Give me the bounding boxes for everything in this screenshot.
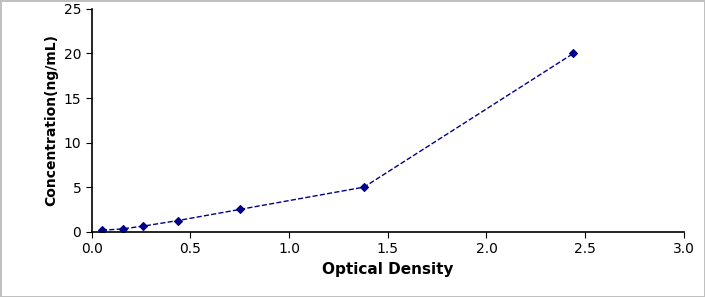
X-axis label: Optical Density: Optical Density: [322, 262, 453, 277]
Y-axis label: Concentration(ng/mL): Concentration(ng/mL): [44, 34, 58, 206]
